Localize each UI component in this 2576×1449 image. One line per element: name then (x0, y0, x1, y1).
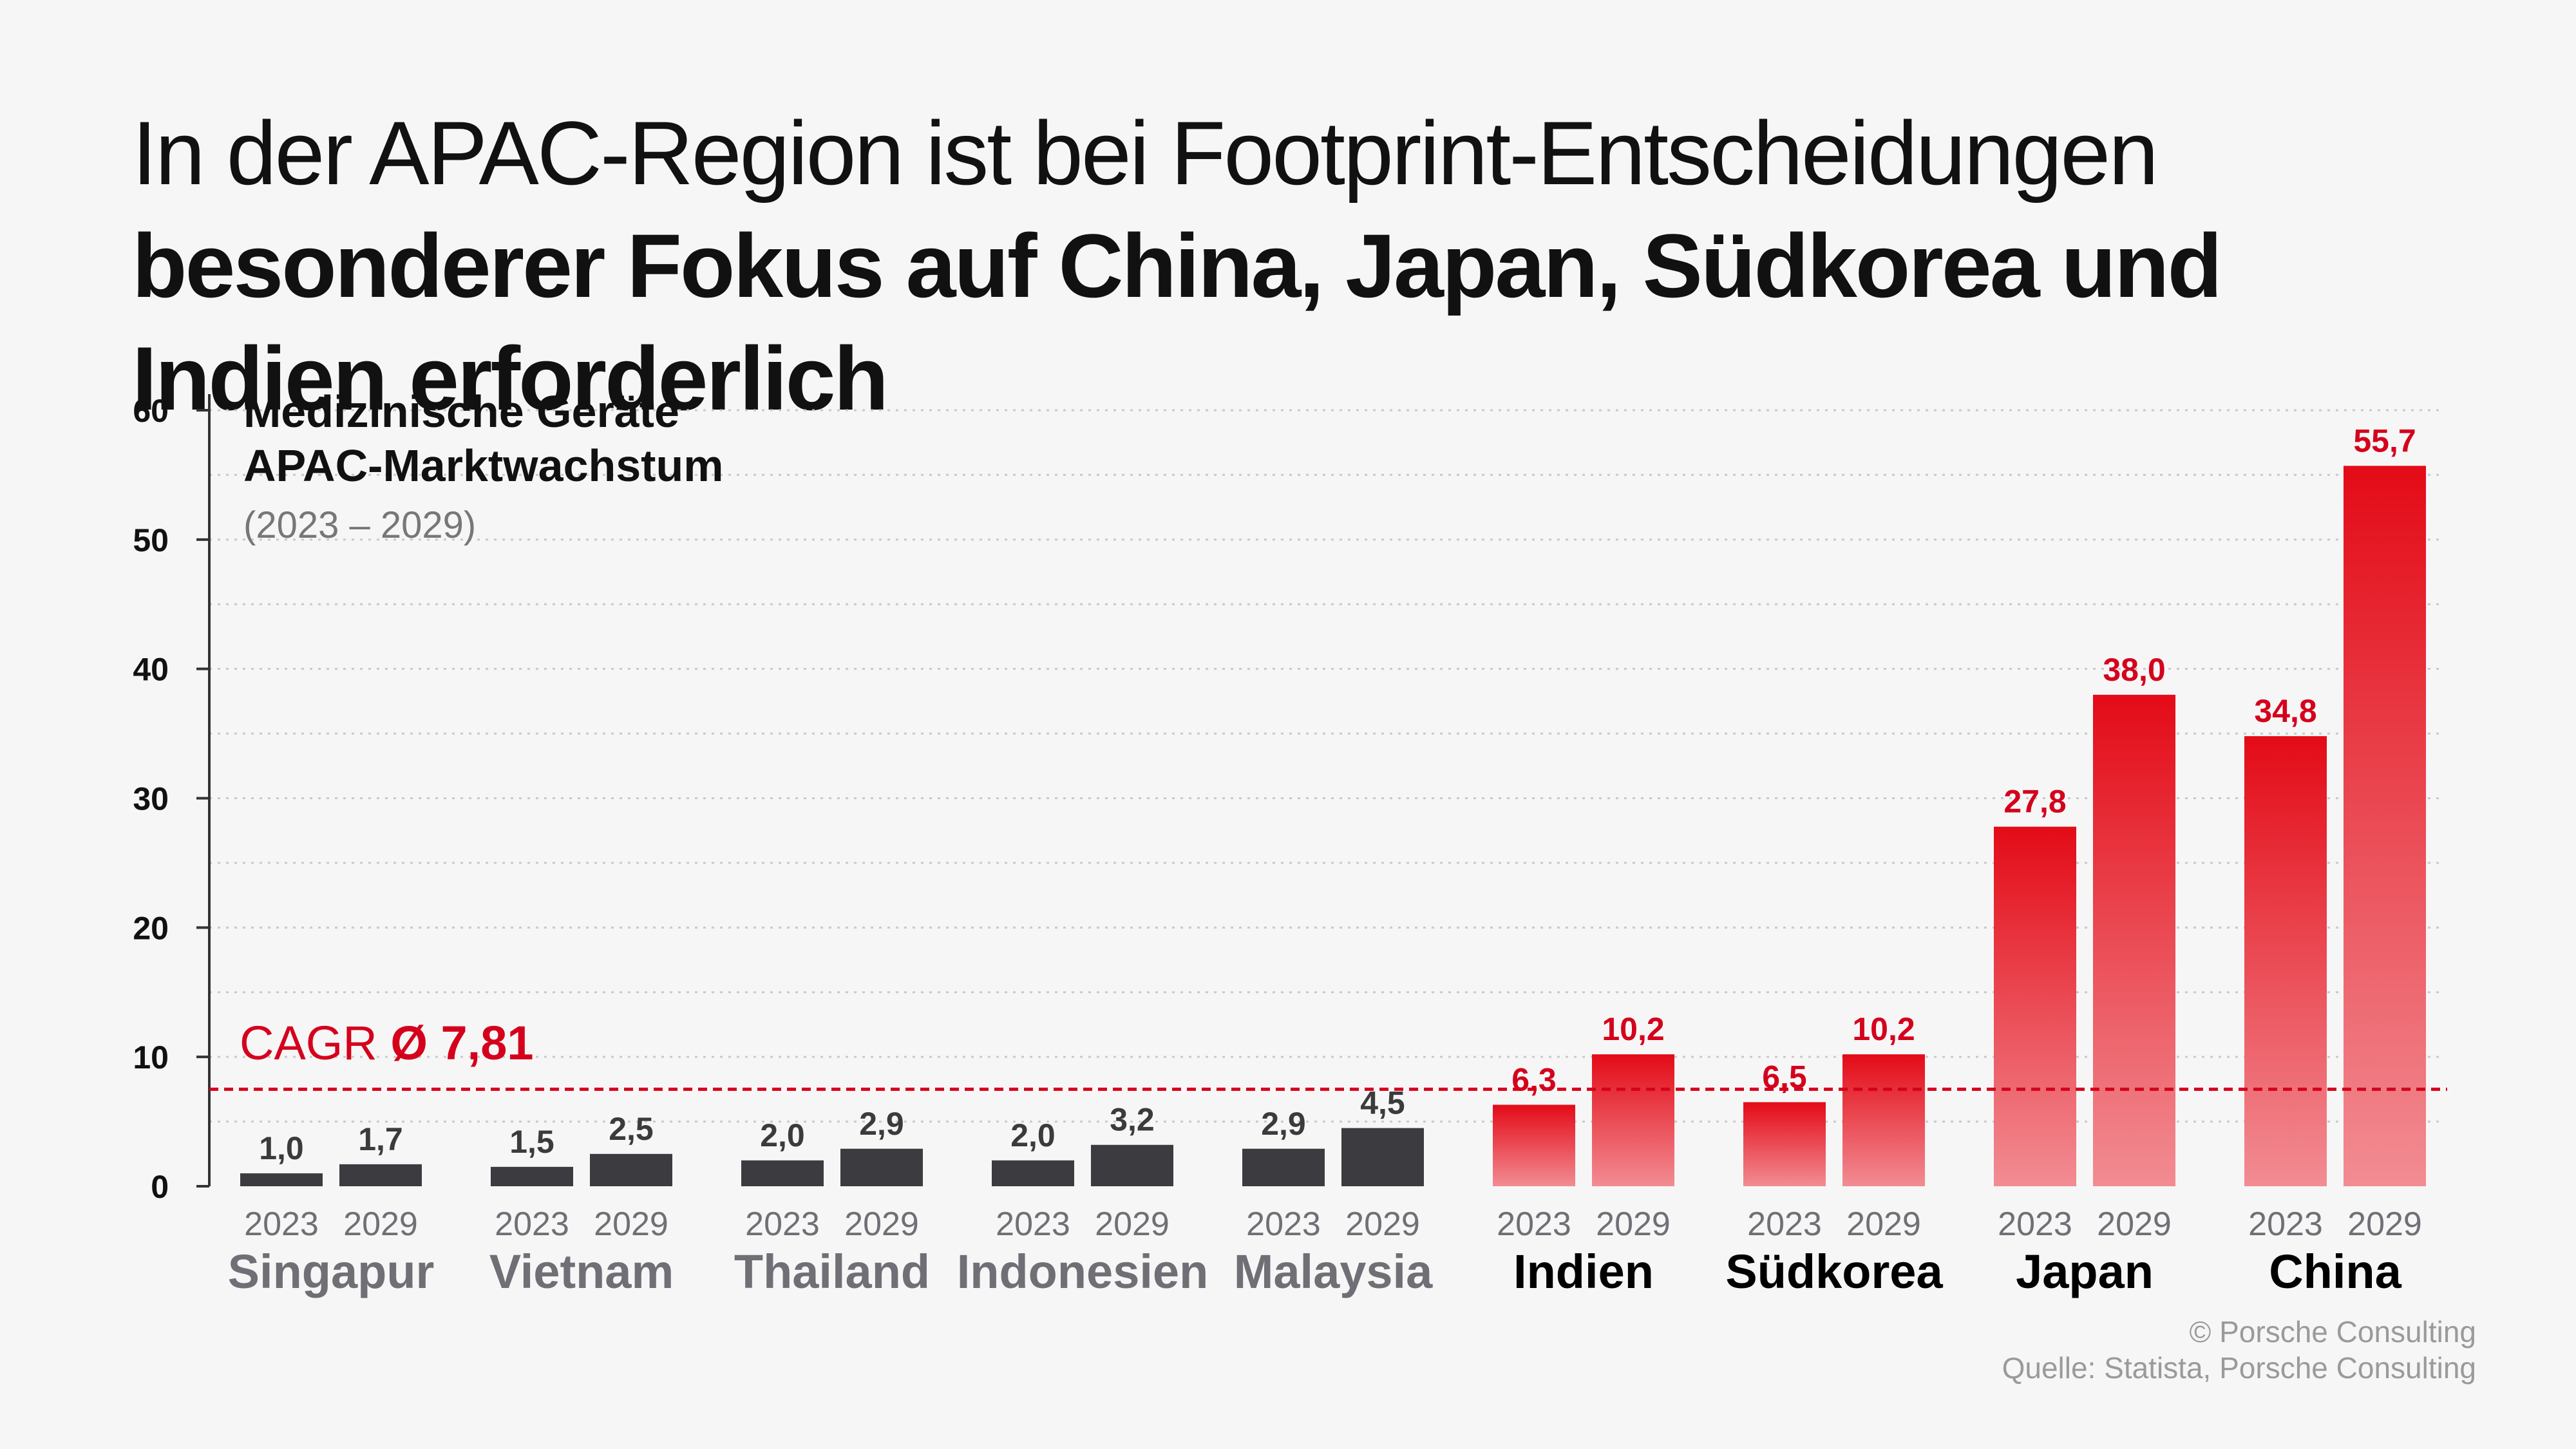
bar-vietnam-2023 (491, 1166, 573, 1186)
bar-group-südkorea (1743, 1054, 1925, 1186)
data-label: 10,2 (1852, 1011, 1915, 1047)
bar-indien-2029 (1592, 1054, 1674, 1186)
year-tick-label: 2029 (2347, 1206, 2422, 1243)
year-tick-label: 2023 (745, 1206, 820, 1243)
bar-singapur-2029 (339, 1164, 422, 1186)
country-label: Vietnam (489, 1245, 674, 1298)
bar-vietnam-2029 (590, 1153, 672, 1186)
headline-normal-text: In der APAC-Region ist bei Footprint-Ent… (132, 102, 2159, 204)
country-label: Thailand (734, 1245, 930, 1298)
year-tick-label: 2023 (996, 1206, 1070, 1243)
bar-südkorea-2029 (1842, 1054, 1925, 1186)
year-tick-label: 2029 (594, 1206, 668, 1243)
bar-indonesien-2029 (1091, 1144, 1173, 1186)
y-tick-label: 20 (133, 910, 169, 946)
bar-group-indonesien (992, 1144, 1173, 1186)
country-label: Südkorea (1725, 1245, 1943, 1298)
chart-subtitle: APAC-Marktwachstum (243, 440, 724, 491)
data-label: 3,2 (1110, 1102, 1155, 1138)
y-tick-label: 10 (133, 1039, 169, 1075)
cagr-value: Ø 7,81 (390, 1016, 533, 1070)
bar-japan-2023 (1994, 826, 2076, 1186)
data-label: 1,0 (259, 1130, 304, 1166)
data-label: 2,9 (1261, 1106, 1306, 1142)
headline-bold-text: besonderer Fokus auf China, Japan, Südko… (132, 215, 2222, 429)
data-label: 55,7 (2353, 422, 2416, 459)
y-tick-label: 40 (133, 652, 169, 688)
year-tick-label: 2029 (1345, 1206, 1420, 1243)
country-label: Singapur (228, 1245, 435, 1298)
year-tick-label: 2023 (1497, 1206, 1571, 1243)
year-tick-label: 2029 (1846, 1206, 1921, 1243)
bar-china-2023 (2244, 736, 2327, 1186)
labels: 1,020231,72029Singapur1,520232,52029Viet… (228, 422, 2422, 1298)
bar-thailand-2023 (741, 1160, 824, 1186)
data-label: 27,8 (2003, 784, 2066, 820)
data-label: 2,0 (1010, 1117, 1056, 1153)
year-tick-label: 2029 (1596, 1206, 1671, 1243)
chart-title-block: Medizinische Geräte APAC-Marktwachstum (… (243, 386, 724, 546)
country-label: Malaysia (1234, 1245, 1433, 1298)
page-title: In der APAC-Region ist bei Footprint-Ent… (132, 97, 2463, 435)
year-tick-label: 2029 (844, 1206, 919, 1243)
year-tick-label: 2029 (2097, 1206, 2172, 1243)
year-tick-label: 2023 (1747, 1206, 1822, 1243)
bar-group-thailand (741, 1148, 923, 1186)
bar-thailand-2029 (840, 1148, 923, 1186)
bar-südkorea-2023 (1743, 1102, 1826, 1186)
bar-group-vietnam (491, 1153, 672, 1186)
y-tick-label: 0 (151, 1169, 169, 1205)
cagr-reference: CAGR Ø 7,81 (209, 1016, 2447, 1091)
cagr-label-text: CAGR (240, 1016, 390, 1070)
bar-indien-2023 (1493, 1104, 1575, 1186)
bar-indonesien-2023 (992, 1160, 1074, 1186)
bar-china-2029 (2344, 466, 2426, 1186)
bar-group-singapur (240, 1164, 422, 1186)
data-label: 10,2 (1602, 1011, 1664, 1047)
footer: © Porsche Consulting Quelle: Statista, P… (2002, 1314, 2476, 1386)
year-tick-label: 2023 (244, 1206, 319, 1243)
bar-singapur-2023 (240, 1173, 323, 1186)
country-label: Japan (2016, 1245, 2154, 1298)
bar-group-japan (1994, 694, 2175, 1186)
country-label: Indien (1513, 1245, 1654, 1298)
data-label: 6,5 (1762, 1059, 1807, 1095)
y-tick-label: 50 (133, 522, 169, 558)
source-text: Quelle: Statista, Porsche Consulting (2002, 1351, 2476, 1385)
data-label: 2,5 (609, 1111, 654, 1147)
y-tick-label: 60 (133, 393, 169, 429)
data-label: 2,0 (760, 1117, 805, 1153)
bar-malaysia-2023 (1242, 1148, 1325, 1186)
cagr-label: CAGR Ø 7,81 (240, 1016, 534, 1070)
data-label: 4,5 (1360, 1085, 1405, 1121)
bar-group-china (2244, 466, 2426, 1186)
chart-title: Medizinische Geräte (243, 386, 679, 437)
y-axis: 0 10 20 30 40 50 60 (133, 393, 211, 1205)
year-tick-label: 2023 (1998, 1206, 2072, 1243)
bar-japan-2029 (2093, 694, 2175, 1186)
bar-malaysia-2029 (1341, 1128, 1424, 1186)
data-label: 34,8 (2254, 693, 2316, 729)
bar-group-indien (1493, 1054, 1674, 1186)
year-tick-label: 2023 (1246, 1206, 1321, 1243)
country-label: China (2269, 1245, 2401, 1298)
bar-group-malaysia (1242, 1128, 1424, 1186)
year-tick-label: 2029 (1095, 1206, 1170, 1243)
data-label: 6,3 (1511, 1061, 1557, 1097)
y-tick-label: 30 (133, 781, 169, 817)
chart-period: (2023 – 2029) (243, 504, 476, 546)
data-label: 38,0 (2103, 652, 2165, 688)
data-label: 2,9 (859, 1106, 904, 1142)
year-tick-label: 2023 (2248, 1206, 2323, 1243)
data-label: 1,7 (358, 1121, 403, 1157)
year-tick-label: 2023 (495, 1206, 569, 1243)
country-label: Indonesien (957, 1245, 1209, 1298)
data-label: 1,5 (509, 1124, 554, 1160)
copyright-text: © Porsche Consulting (2189, 1315, 2476, 1349)
year-tick-label: 2029 (343, 1206, 418, 1243)
bars (240, 466, 2426, 1186)
